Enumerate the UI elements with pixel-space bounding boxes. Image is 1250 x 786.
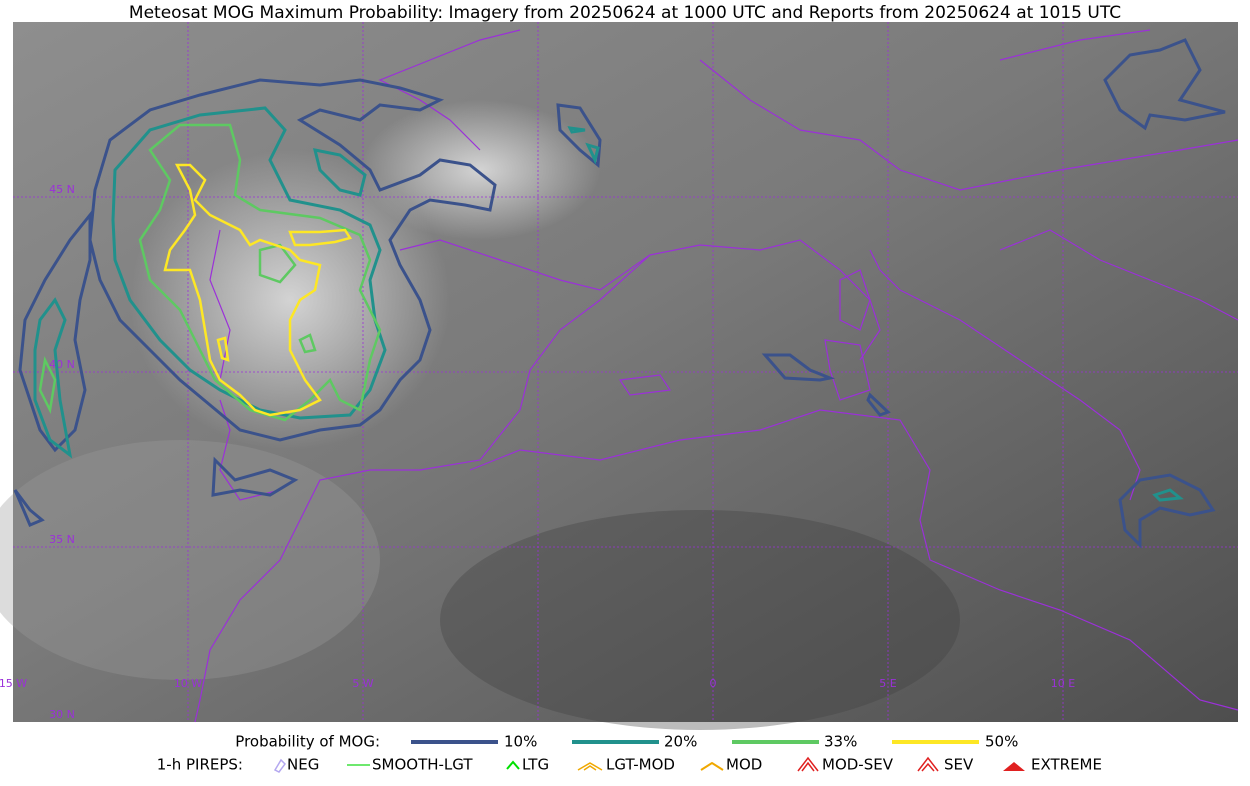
lon-label: 10 W	[174, 677, 202, 690]
legend-item: SMOOTH-LGT	[372, 756, 473, 774]
legend-symbol	[700, 761, 724, 771]
contour-50	[216, 228, 352, 362]
coastline	[469, 409, 1239, 711]
contour-50	[163, 163, 322, 417]
legend-symbol	[917, 756, 939, 772]
legend-item: LGT-MOD	[606, 756, 675, 774]
legend-item: EXTREME	[1031, 756, 1102, 774]
legend-symbol	[506, 760, 520, 770]
legend-label: 1-h PIREPS:	[157, 756, 243, 774]
legend-item: 50%	[985, 733, 1018, 751]
legend-item: MOD-SEV	[822, 756, 894, 774]
lon-label: 5 E	[879, 677, 896, 690]
title: Meteosat MOG Maximum Probability: Imager…	[129, 3, 1121, 23]
lat-label: 45 N	[49, 183, 75, 196]
cloud	[360, 100, 600, 240]
contour-20	[33, 126, 1184, 502]
legend-symbol	[797, 756, 819, 772]
legend-item: 20%	[664, 733, 697, 751]
contour-10	[1103, 38, 1226, 131]
coastline	[194, 254, 651, 723]
legend-symbol	[273, 758, 286, 773]
coastline	[869, 229, 1239, 501]
legend-symbol	[1003, 762, 1025, 771]
contour-10	[211, 103, 602, 497]
lat-label: 30 N	[49, 708, 75, 721]
map: 45 N 40 N 35 N 30 N 15 W 10 W 5 W 0 5 E …	[0, 22, 1239, 730]
border	[699, 29, 1239, 191]
legend: Probability of MOG: 10% 20% 33% 50% 1-h …	[157, 733, 1102, 774]
legend-symbol	[577, 762, 603, 771]
legend-item: NEG	[287, 756, 319, 774]
lon-label: 5 W	[352, 677, 373, 690]
cloud	[0, 440, 380, 680]
contour-33	[138, 123, 382, 422]
lat-label: 35 N	[49, 533, 75, 546]
contour-10	[761, 353, 1216, 549]
contour-10	[88, 78, 497, 442]
lon-label: 15 W	[0, 677, 27, 690]
contour-10	[13, 210, 92, 527]
island	[618, 269, 871, 401]
lon-label: 0	[710, 677, 717, 690]
lon-label: 10 E	[1051, 677, 1075, 690]
legend-item: 10%	[504, 733, 537, 751]
legend-item: MOD	[726, 756, 762, 774]
contours	[13, 38, 1226, 549]
coastline	[378, 29, 521, 151]
legend-item: SEV	[944, 756, 974, 774]
legend-item: 33%	[824, 733, 857, 751]
legend-label: Probability of MOG:	[235, 733, 380, 751]
dry-area	[440, 510, 960, 730]
lat-label: 40 N	[49, 358, 75, 371]
contour-20	[111, 106, 387, 420]
legend-item: LTG	[522, 756, 549, 774]
